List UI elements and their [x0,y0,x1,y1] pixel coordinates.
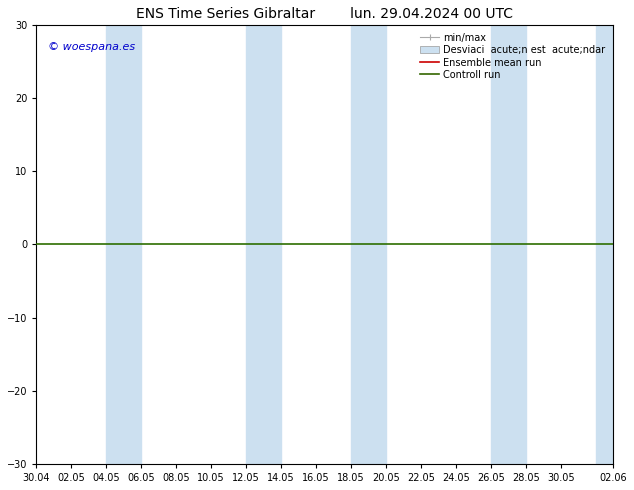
Legend: min/max, Desviaci  acute;n est  acute;ndar, Ensemble mean run, Controll run: min/max, Desviaci acute;n est acute;ndar… [417,30,609,83]
Bar [107,25,141,464]
Bar [491,25,526,464]
Title: ENS Time Series Gibraltar        lun. 29.04.2024 00 UTC: ENS Time Series Gibraltar lun. 29.04.202… [136,7,514,21]
Bar [596,25,613,464]
Bar [246,25,281,464]
Text: © woespana.es: © woespana.es [48,43,135,52]
Bar [351,25,386,464]
